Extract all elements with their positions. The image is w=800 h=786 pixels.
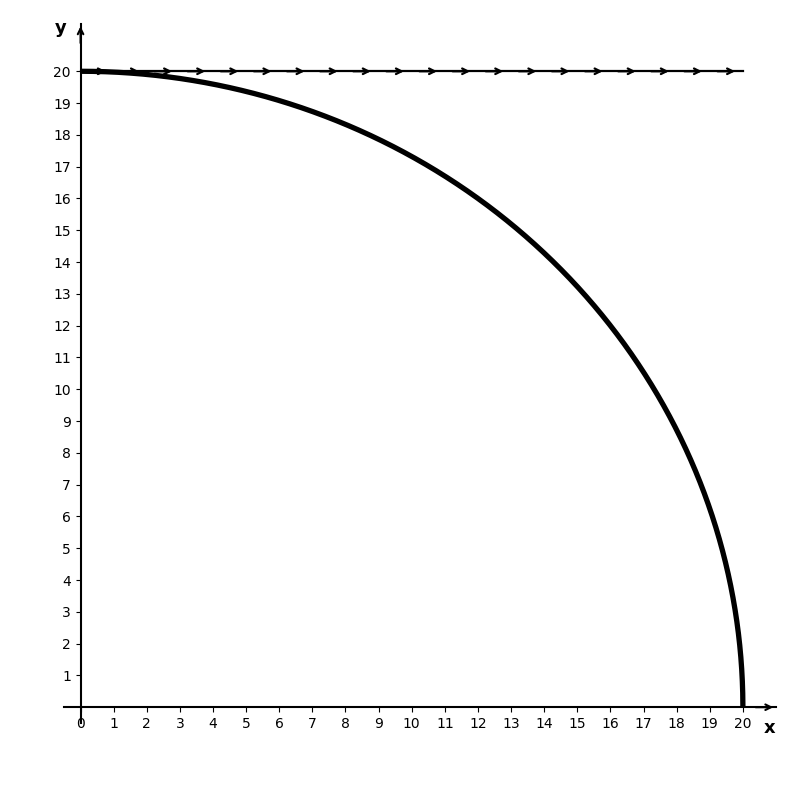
- Text: y: y: [55, 19, 66, 37]
- Text: x: x: [763, 718, 775, 736]
